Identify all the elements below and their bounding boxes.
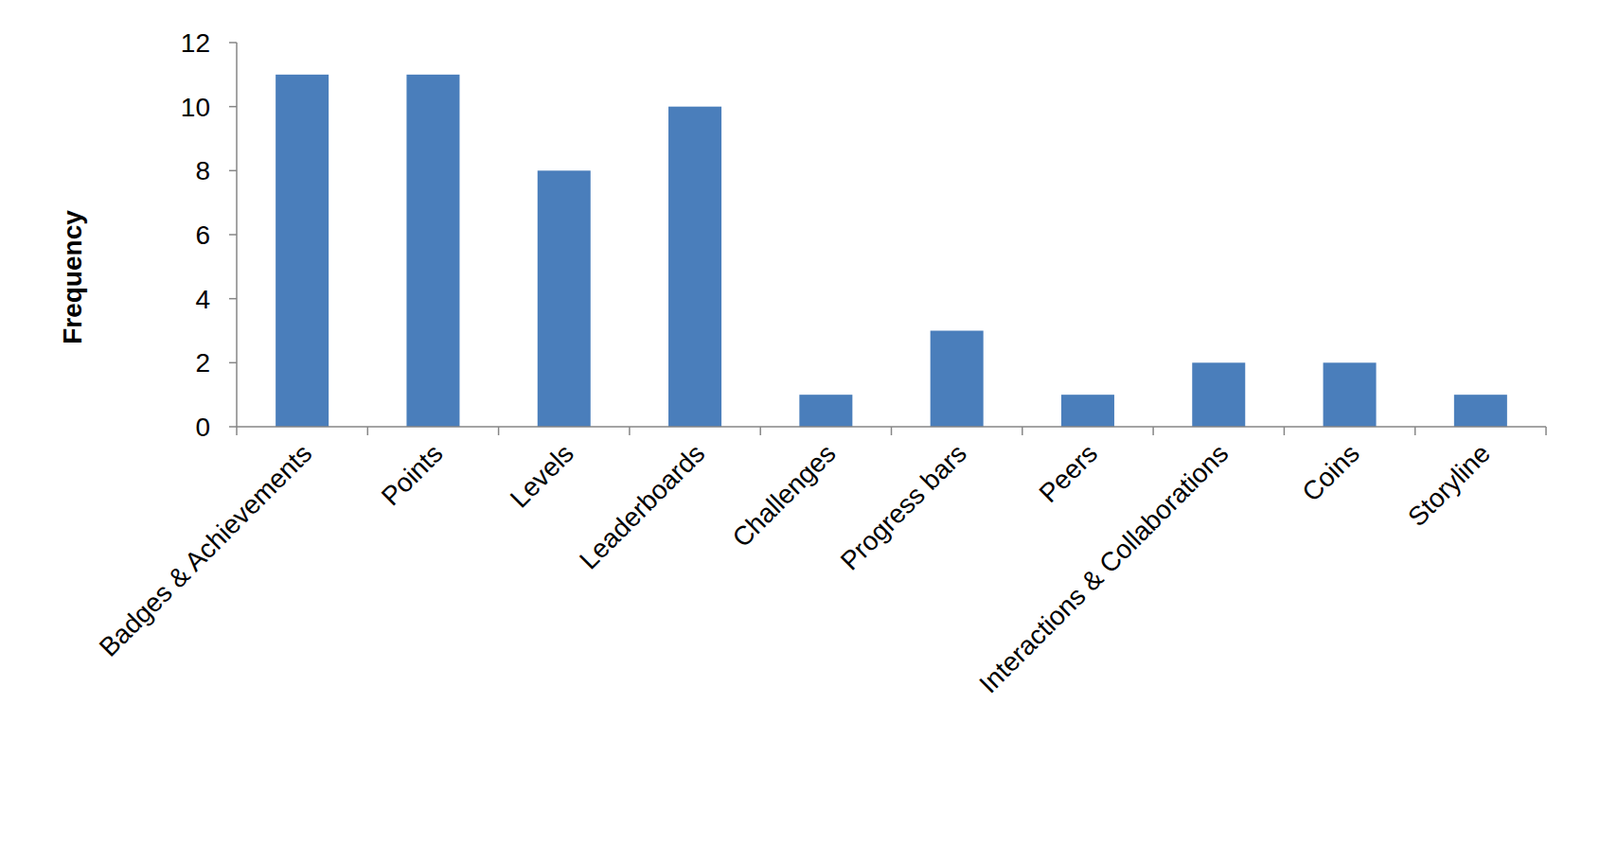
- x-tick-label: Storyline: [1402, 438, 1496, 533]
- x-tick-label: Leaderboards: [573, 438, 711, 575]
- chart-container: 0 2 4 6 8 10 12 Badges & Achievements Points Leve…: [0, 0, 1600, 844]
- y-tick-label: 6: [195, 220, 211, 250]
- y-tick: [229, 233, 237, 236]
- bar: [1191, 362, 1245, 427]
- bar: [1454, 394, 1508, 427]
- y-tick: [229, 41, 237, 44]
- x-tick-label: Badges & Achievements: [93, 438, 319, 663]
- bar: [799, 394, 853, 427]
- x-tick: [1152, 426, 1155, 436]
- x-tick: [759, 426, 762, 436]
- y-tick: [229, 106, 237, 108]
- x-tick-label: Points: [375, 438, 449, 512]
- bar: [668, 106, 722, 427]
- y-tick-label: 2: [195, 348, 211, 378]
- y-axis-label: Frequency: [57, 210, 88, 345]
- chart-svg: 0 2 4 6 8 10 12 Badges & Achievements Points Leve…: [0, 0, 1600, 844]
- x-tick-label: Interactions & Collaborations: [973, 438, 1234, 699]
- y-tick-label: 10: [180, 92, 211, 123]
- bar: [406, 74, 460, 427]
- x-tick: [367, 426, 370, 436]
- y-tick-label: 8: [195, 156, 211, 186]
- bar: [1061, 394, 1115, 427]
- x-tick: [1283, 426, 1286, 436]
- x-tick: [1545, 426, 1547, 436]
- y-tick-label: 4: [195, 284, 211, 315]
- x-tick: [1414, 426, 1417, 436]
- y-tick: [229, 362, 237, 365]
- x-tick-label: Progress bars: [835, 438, 973, 576]
- x-tick-label: Peers: [1033, 438, 1104, 509]
- x-tick-label: Coins: [1296, 438, 1366, 508]
- y-tick-label: 12: [180, 28, 211, 58]
- x-tick: [497, 426, 500, 436]
- x-tick: [890, 426, 893, 436]
- y-tick: [229, 426, 237, 428]
- x-tick-label: Challenges: [727, 438, 842, 553]
- x-tick: [1021, 426, 1024, 436]
- y-tick-label: 0: [195, 412, 211, 443]
- bars: [275, 74, 1508, 427]
- bar: [930, 331, 984, 428]
- x-tick: [628, 426, 631, 436]
- y-tick: [229, 298, 237, 301]
- x-tick: [235, 426, 238, 436]
- bar: [537, 170, 591, 427]
- y-tick: [229, 170, 237, 173]
- x-tick-label: Levels: [504, 438, 580, 514]
- bar: [275, 74, 329, 427]
- bar: [1323, 362, 1377, 427]
